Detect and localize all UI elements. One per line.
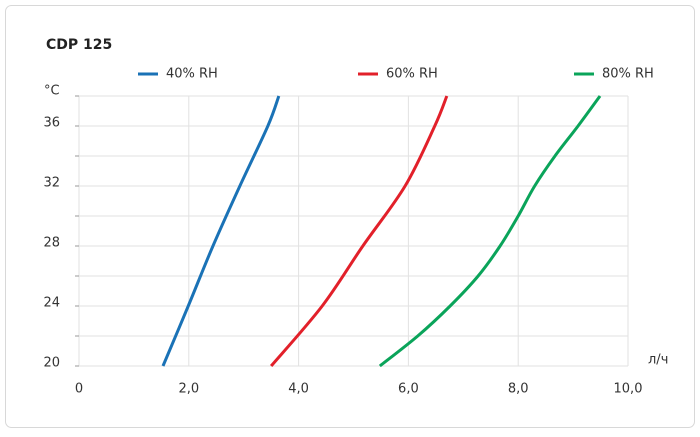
chart-title: CDP 125 bbox=[46, 37, 112, 53]
x-tick-label: 2,0 bbox=[178, 382, 199, 397]
x-tick-label: 4,0 bbox=[288, 382, 309, 397]
x-axis-label: л/ч bbox=[648, 353, 668, 368]
y-tick-label: 20 bbox=[43, 356, 60, 371]
y-tick-label: 32 bbox=[43, 176, 60, 191]
y-tick-label: 24 bbox=[43, 296, 60, 311]
y-tick-label: 28 bbox=[43, 236, 60, 251]
series-line bbox=[378, 95, 602, 368]
x-tick-label: 8,0 bbox=[508, 382, 529, 397]
x-tick-label: 10,0 bbox=[614, 382, 643, 397]
legend-label: 60% RH bbox=[386, 67, 438, 82]
series-line bbox=[270, 95, 449, 367]
x-tick-label: 6,0 bbox=[398, 382, 419, 397]
legend-label: 40% RH bbox=[166, 67, 218, 82]
series-line bbox=[161, 95, 281, 367]
legend-label: 80% RH bbox=[602, 67, 654, 82]
x-tick-label: 0 bbox=[75, 382, 83, 397]
y-axis-label: °C bbox=[44, 84, 60, 99]
y-tick-label: 36 bbox=[43, 116, 60, 131]
